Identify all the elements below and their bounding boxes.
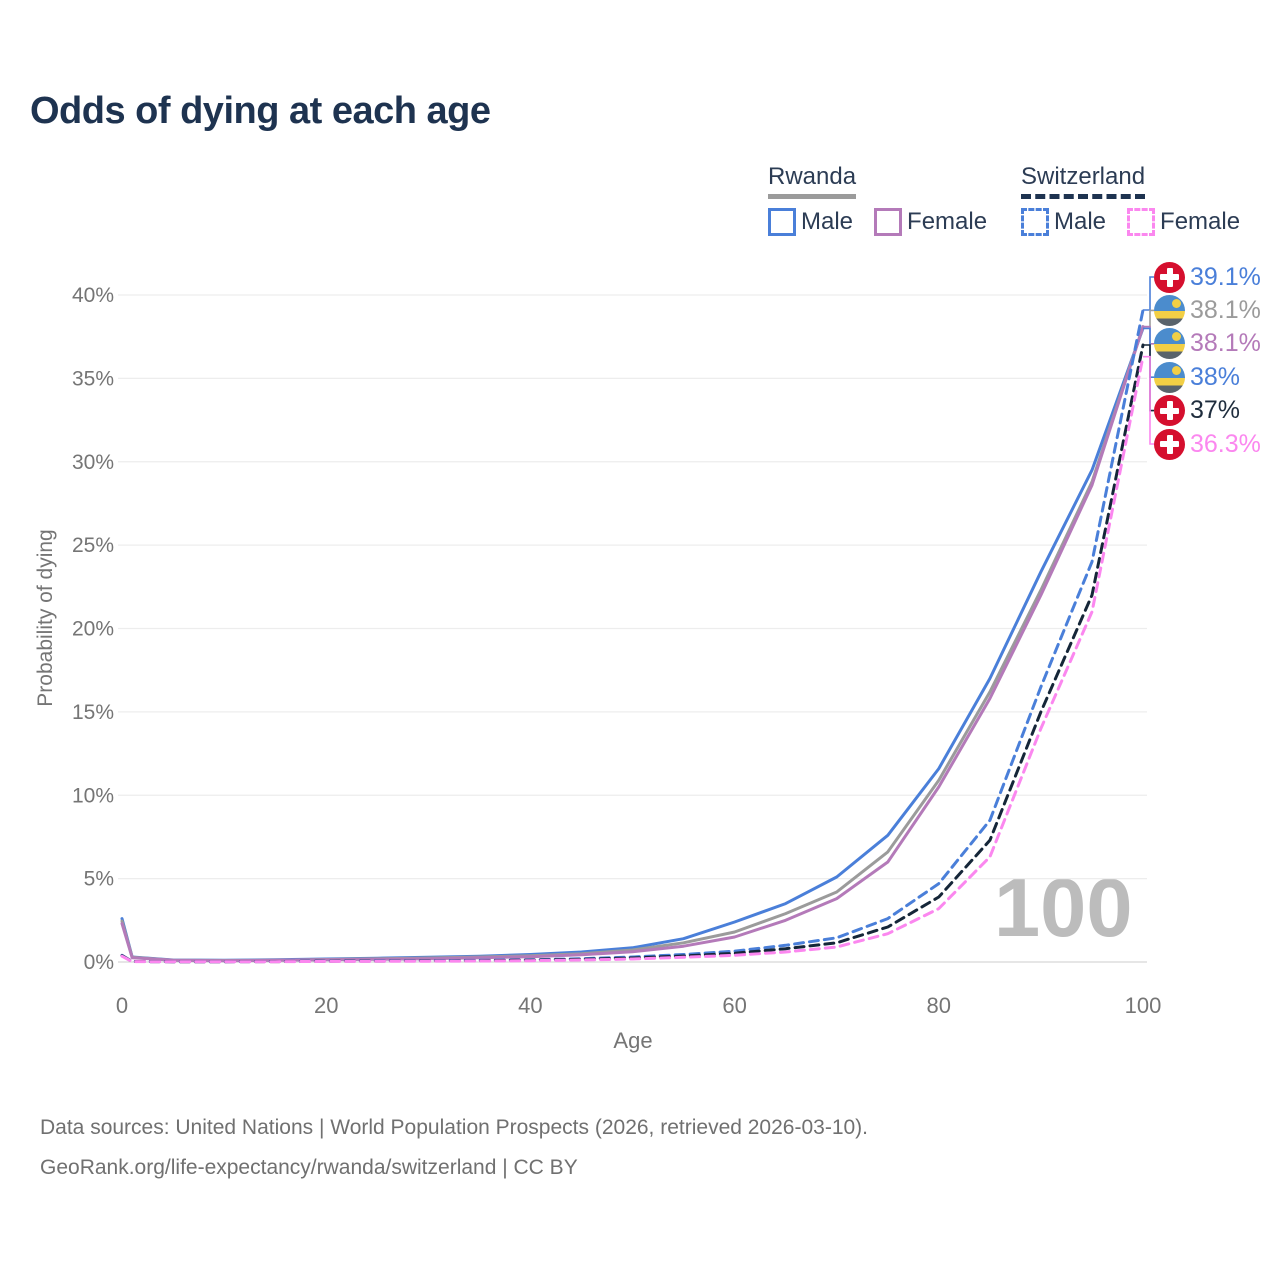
- y-tick-label-0: 0%: [84, 951, 114, 974]
- leader-line-2: [1143, 309, 1154, 328]
- legend-label-switzerland-female: Female: [1160, 208, 1241, 235]
- y-tick-label-20: 20%: [72, 618, 114, 641]
- end-label-switzerland-both-sexes: 37%: [1154, 395, 1240, 427]
- legend-label-rwanda-female: Female: [907, 208, 988, 235]
- legend-label-rwanda-male: Male: [801, 208, 854, 235]
- series-line-switzerland-female[interactable]: [120, 355, 1145, 964]
- switzerland-flag-icon: [1154, 395, 1185, 427]
- y-tick-label-10: 10%: [72, 784, 114, 807]
- switzerland-male-swatch-icon: [1021, 208, 1049, 236]
- x-tick-label-40: 40: [518, 993, 542, 1018]
- series-line-rwanda-male[interactable]: [120, 326, 1145, 962]
- y-tick-label-30: 30%: [72, 451, 114, 474]
- series-lines: [120, 308, 1145, 964]
- leader-lines: [1143, 276, 1154, 445]
- y-tick-label-5: 5%: [84, 868, 114, 891]
- x-tick-label-100: 100: [1125, 993, 1162, 1018]
- end-label-value: 36.3%: [1190, 429, 1261, 458]
- tick-labels: 0% 5% 10% 15% 20% 25% 30% 35% 40% 0 20 40 60 80 100: [72, 284, 1161, 1018]
- data-sources-line: Data sources: United Nations | World Pop…: [40, 1116, 869, 1139]
- x-tick-label-80: 80: [927, 993, 951, 1018]
- leader-line-1: [1143, 276, 1154, 311]
- end-label-switzerland-male: 39.1%: [1154, 261, 1261, 293]
- y-tick-label-40: 40%: [72, 284, 114, 307]
- x-tick-label-60: 60: [722, 993, 746, 1018]
- end-label-value: 38%: [1190, 362, 1241, 391]
- rwanda-flag-icon: [1154, 361, 1185, 393]
- series-line-rwanda-female[interactable]: [120, 325, 1145, 963]
- series-line-rwanda-both-sexes[interactable]: [120, 325, 1145, 962]
- end-label-rwanda-both-sexes: 38.1%: [1154, 294, 1261, 326]
- end-label-value: 37%: [1190, 396, 1241, 425]
- legend-group-rwanda: Rwanda Male Female: [768, 163, 987, 236]
- end-label-value: 38.1%: [1190, 329, 1261, 358]
- legend-item-switzerland-male[interactable]: Male: [1021, 208, 1106, 236]
- series-line-switzerland-both-sexes[interactable]: [120, 343, 1145, 964]
- end-label-rwanda-male: 38%: [1154, 361, 1240, 393]
- switzerland-flag-icon: [1154, 428, 1185, 460]
- switzerland-flag-icon: [1154, 261, 1185, 293]
- rwanda-male-swatch-icon: [768, 208, 796, 236]
- x-tick-label-20: 20: [314, 993, 338, 1018]
- legend-item-switzerland-female[interactable]: Female: [1127, 208, 1240, 236]
- legend-item-rwanda-female[interactable]: Female: [874, 208, 987, 236]
- legend-row-rwanda: Male Female: [768, 208, 987, 236]
- rwanda-flag-icon: [1154, 294, 1185, 326]
- x-tick-label-0: 0: [116, 993, 128, 1018]
- legend-label-switzerland-male: Male: [1054, 208, 1107, 235]
- page-title: Odds of dying at each age: [30, 90, 491, 132]
- legend-group-switzerland: Switzerland Male Female: [1021, 163, 1240, 236]
- end-label-switzerland-female: 36.3%: [1154, 428, 1261, 460]
- legend-row-switzerland: Male Female: [1021, 208, 1240, 236]
- leader-line-6: [1143, 355, 1154, 445]
- footer: Data sources: United Nations | World Pop…: [40, 1108, 868, 1188]
- x-axis-title: Age: [613, 1028, 653, 1053]
- legend-item-rwanda-male[interactable]: Male: [768, 208, 853, 236]
- rwanda-female-swatch-icon: [874, 208, 903, 236]
- y-tick-label-25: 25%: [72, 534, 114, 557]
- end-label-rwanda-female: 38.1%: [1154, 328, 1261, 360]
- attribution-line: GeoRank.org/life-expectancy/rwanda/switz…: [40, 1156, 578, 1179]
- age-watermark: 100: [994, 861, 1133, 954]
- y-tick-label-15: 15%: [72, 701, 114, 724]
- series-line-switzerland-male[interactable]: [120, 308, 1145, 964]
- rwanda-flag-icon: [1154, 328, 1185, 360]
- end-label-value: 39.1%: [1190, 262, 1261, 291]
- legend-country-rwanda[interactable]: Rwanda: [768, 163, 857, 199]
- leader-line-3: [1143, 325, 1154, 345]
- switzerland-female-swatch-icon: [1127, 208, 1156, 236]
- leader-line-4: [1143, 327, 1154, 379]
- gridlines: [118, 294, 1147, 963]
- y-tick-label-35: 35%: [72, 367, 114, 390]
- end-label-value: 38.1%: [1190, 295, 1261, 324]
- legend-country-switzerland[interactable]: Switzerland: [1021, 163, 1146, 199]
